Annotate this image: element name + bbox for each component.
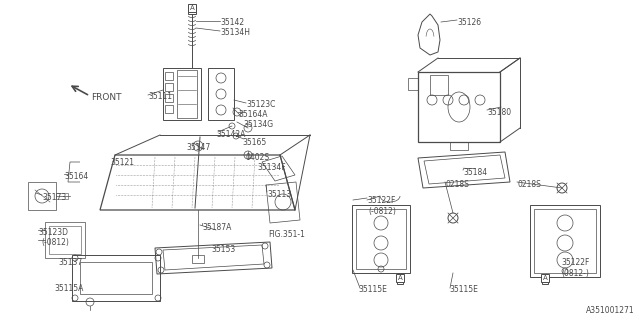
Text: 35187A: 35187A	[202, 223, 232, 232]
Text: (-0812): (-0812)	[368, 207, 396, 216]
Bar	[356, 209, 406, 269]
Bar	[192, 255, 204, 263]
Bar	[165, 105, 173, 113]
Text: 35113: 35113	[267, 190, 291, 199]
Bar	[165, 83, 173, 91]
Text: 35123D: 35123D	[38, 228, 68, 237]
Text: 35147: 35147	[186, 143, 211, 152]
Text: 35180: 35180	[487, 108, 511, 117]
Text: 35123C: 35123C	[246, 100, 275, 109]
Text: A: A	[398, 277, 402, 283]
Text: 0402S: 0402S	[245, 153, 269, 162]
Bar	[165, 72, 173, 80]
Bar	[534, 209, 596, 273]
Bar	[530, 205, 600, 277]
Text: 35115E: 35115E	[449, 285, 478, 294]
Text: FIG.351-1: FIG.351-1	[268, 230, 305, 239]
Bar	[165, 94, 173, 102]
Bar	[49, 226, 81, 254]
Text: 35122F: 35122F	[561, 258, 589, 267]
Text: A: A	[397, 275, 403, 281]
Text: 35134F: 35134F	[257, 163, 285, 172]
Bar	[177, 70, 197, 118]
Text: A: A	[543, 277, 547, 283]
Text: (-0812): (-0812)	[41, 238, 69, 247]
Bar	[28, 182, 56, 210]
Text: 35165: 35165	[242, 138, 266, 147]
Bar	[45, 222, 85, 258]
Bar	[208, 68, 234, 120]
Text: 35142A: 35142A	[216, 130, 245, 139]
Text: FRONT: FRONT	[91, 93, 122, 102]
Text: 35121: 35121	[110, 158, 134, 167]
Text: 35164: 35164	[64, 172, 88, 181]
Text: 35122F: 35122F	[367, 196, 396, 205]
Text: 35134H: 35134H	[220, 28, 250, 37]
Bar	[352, 205, 410, 273]
Text: (0812-): (0812-)	[561, 269, 589, 278]
Bar	[80, 262, 152, 294]
Bar	[56, 193, 68, 199]
Text: 35184: 35184	[463, 168, 487, 177]
Bar	[72, 255, 160, 301]
Text: A: A	[189, 7, 195, 13]
Text: A: A	[189, 5, 195, 11]
Text: 35142: 35142	[220, 18, 244, 27]
Text: 0218S: 0218S	[517, 180, 541, 189]
Text: 35134G: 35134G	[243, 120, 273, 129]
Text: 35126: 35126	[457, 18, 481, 27]
Text: 35115A: 35115A	[54, 284, 83, 293]
Bar	[163, 68, 201, 120]
Text: A351001271: A351001271	[586, 306, 635, 315]
Text: A: A	[543, 275, 547, 281]
Text: 35115E: 35115E	[358, 285, 387, 294]
Text: 35173: 35173	[42, 193, 67, 202]
Text: 35164A: 35164A	[238, 110, 268, 119]
Text: 35153: 35153	[211, 245, 236, 254]
Text: 35111: 35111	[148, 92, 172, 101]
Text: 35137: 35137	[58, 258, 83, 267]
Text: 0218S: 0218S	[445, 180, 469, 189]
